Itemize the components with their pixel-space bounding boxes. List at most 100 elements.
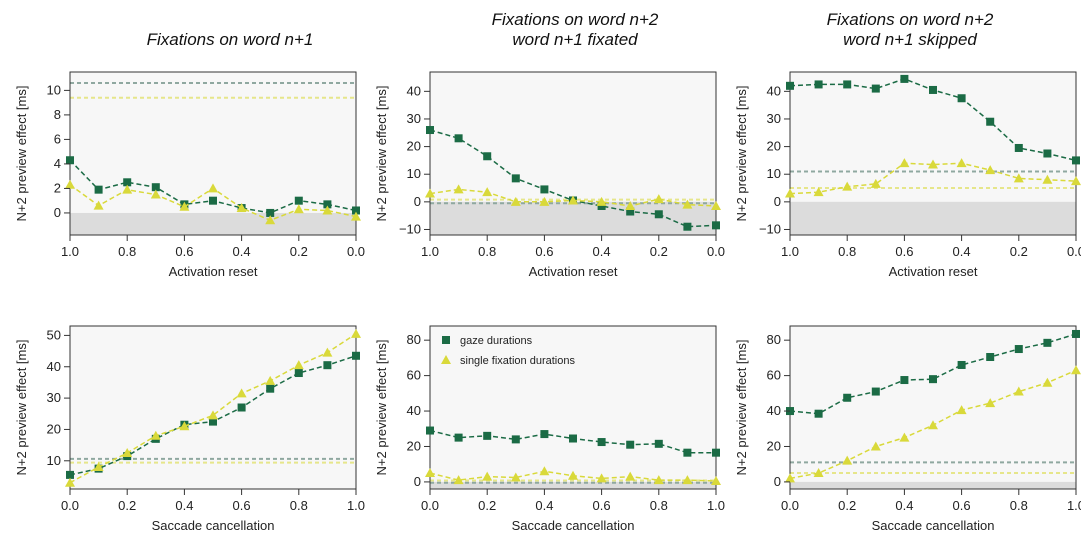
panel-6-xtick-label: 0.8 xyxy=(1010,498,1028,513)
panel-3-gaze-point xyxy=(957,94,966,103)
panel-6-xtick-label: 1.0 xyxy=(1067,498,1081,513)
panel-2-ytick-label: 30 xyxy=(407,111,421,126)
panel-5-gaze-point xyxy=(426,426,434,435)
panel-4-ytick-label: 20 xyxy=(47,421,61,436)
panel-1-gaze-point xyxy=(323,200,332,209)
panel-4-gaze-point xyxy=(237,403,246,412)
panel-3-title: Fixations on word n+2 word n+1 skipped xyxy=(740,10,1080,50)
panel-3-gaze-point xyxy=(1043,149,1052,158)
panel-4-single-point xyxy=(322,347,333,357)
panel-1-frame xyxy=(69,71,357,236)
panel-3-gaze-point xyxy=(929,85,937,94)
panel-6-gaze-point xyxy=(986,353,995,362)
panel-2-single-point xyxy=(568,195,578,205)
panel-4-single-point xyxy=(93,462,104,472)
panel-3-single-point xyxy=(899,158,910,168)
panel-2-single-point xyxy=(425,188,435,198)
panel-2-single-point xyxy=(510,196,521,206)
panel-6-single-point xyxy=(1013,386,1024,396)
panel-2-xtick-label: 1.0 xyxy=(421,244,439,259)
panel-4-series-2-line xyxy=(69,333,357,484)
panel-1-single-point xyxy=(93,200,104,210)
panel-4-plot-area xyxy=(70,326,356,489)
panel-5-single-point xyxy=(711,476,721,486)
panel-3-single-point xyxy=(842,181,853,191)
panel-1-xtick-label: 0.0 xyxy=(347,244,365,259)
panel-1-gaze-point xyxy=(209,196,217,205)
panel-5-xtick-label: 0.2 xyxy=(478,498,496,513)
panel-2-single-point xyxy=(653,194,664,204)
panel-3-ytick-label: 40 xyxy=(767,83,781,98)
panel-2-single-point xyxy=(625,200,636,210)
panel-6-plot-area xyxy=(790,326,1076,489)
panel-2-xtick-label: 0.8 xyxy=(478,244,496,259)
panel-3-gaze-point xyxy=(1072,156,1080,165)
panel-2-gaze-point xyxy=(426,126,434,135)
panel-2-gaze-point xyxy=(654,210,663,219)
panel-4-xtick-label: 0.6 xyxy=(233,498,251,513)
panel-2-title: Fixations on word n+2 word n+1 fixated xyxy=(405,10,745,50)
panel-2: 1.0 0.8 0.6 0.4 0.2 0.0 −10 0 10 20 30 40 Activation… xyxy=(374,71,725,279)
panel-1-ylabel: N+2 preview effect [ms] xyxy=(14,86,29,222)
panel-5-gaze-point xyxy=(540,430,549,439)
panel-4-xtick-label: 0.4 xyxy=(175,498,193,513)
panel-5-single-point xyxy=(653,475,664,485)
panel-3-ytick-label: 10 xyxy=(767,166,781,181)
panel-5-single-point xyxy=(482,471,493,481)
panel-3-gaze-point xyxy=(871,84,880,93)
panel-6-gaze-point xyxy=(871,387,880,396)
panel-2-single-point xyxy=(539,196,550,206)
panel-2-xtick-label: 0.0 xyxy=(707,244,725,259)
panel-4-xlabel: Saccade cancellation xyxy=(152,518,275,533)
panel-5: 0.0 0.2 0.4 0.6 0.8 1.0 0 20 40 60 80 Saccade cance… xyxy=(374,325,725,533)
panel-6-single-point xyxy=(813,468,824,478)
panel-2-gaze-point xyxy=(712,221,720,230)
panel-3-ytick-label: −10 xyxy=(759,221,781,236)
panel-1-gaze-point xyxy=(266,208,275,217)
panel-5-gaze-point xyxy=(597,438,606,447)
panel-6-single-point xyxy=(842,455,853,465)
panel-3-xtick-label: 1.0 xyxy=(781,244,799,259)
panel-5-gaze-point xyxy=(626,440,635,449)
panel-3-gaze-point xyxy=(843,80,852,89)
panel-6-gaze-point xyxy=(929,375,937,384)
panel-2-ytick-label: 20 xyxy=(407,139,421,154)
panel-6-gaze-point xyxy=(843,393,852,402)
panel-3-single-point xyxy=(785,188,795,198)
panel-4-xtick-label: 0.2 xyxy=(118,498,136,513)
panel-2-gaze-point xyxy=(454,134,463,143)
panel-4-single-point xyxy=(150,430,161,440)
panel-4-gaze-point xyxy=(209,417,217,426)
panel-4-ylabel: N+2 preview effect [ms] xyxy=(14,340,29,476)
panel-1-ytick-label: 8 xyxy=(54,107,61,122)
panel-6-single-point xyxy=(899,432,910,442)
panel-2-ytick-label: 10 xyxy=(407,166,421,181)
panel-2-frame xyxy=(429,71,717,236)
panel-3-gaze-point xyxy=(786,81,794,90)
panel-4-ytick-label: 40 xyxy=(47,359,61,374)
panel-4-gaze-point xyxy=(266,384,275,393)
panel-5-xlabel: Saccade cancellation xyxy=(512,518,635,533)
panel-4-single-point xyxy=(65,477,75,487)
panel-5-negative-band xyxy=(430,481,716,489)
panel-1-single-point xyxy=(65,179,75,189)
panel-3-title-line-2: word n+1 skipped xyxy=(843,30,977,49)
panel-5-single-point xyxy=(539,466,550,476)
panel-1-gaze-point xyxy=(66,156,74,165)
panel-5-ytick-label: 0 xyxy=(414,474,421,489)
panel-6-ytick-label: 0 xyxy=(774,474,781,489)
panel-3-ytick-label: 30 xyxy=(767,111,781,126)
panel-3-gaze-point xyxy=(986,117,995,126)
panel-4-xtick-label: 0.0 xyxy=(61,498,79,513)
panel-4-single-point xyxy=(179,421,190,431)
panel-4-single-point xyxy=(208,410,218,420)
panel-3-single-point xyxy=(928,159,938,169)
panel-1-xtick-label: 0.4 xyxy=(233,244,251,259)
panel-4-gaze-point xyxy=(66,470,74,479)
panel-6-single-point xyxy=(1071,365,1081,375)
panel-3-title-line-1: Fixations on word n+2 xyxy=(826,10,994,29)
panel-1-gaze-point xyxy=(151,183,160,192)
panel-5-plot-area xyxy=(430,326,716,489)
panel-1-xtick-label: 1.0 xyxy=(61,244,79,259)
panel-6-ylabel: N+2 preview effect [ms] xyxy=(734,340,749,476)
